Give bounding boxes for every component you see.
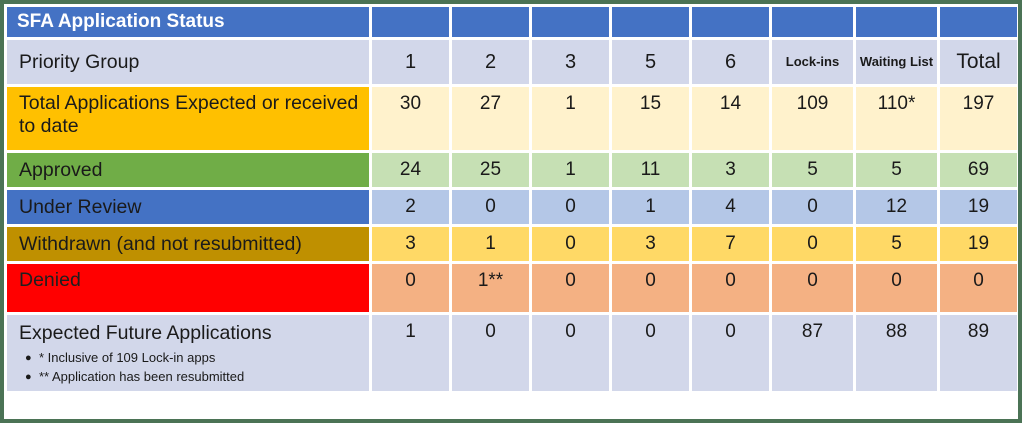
table-cell: 0	[532, 315, 609, 391]
column-header-1: 1	[372, 40, 449, 84]
table-cell: 0	[772, 227, 853, 261]
table-cell: 197	[940, 87, 1017, 150]
row-approved: Approved 24 25 1 11 3 5 5 69	[7, 153, 1017, 187]
column-header-2: 2	[452, 40, 529, 84]
table-cell: 89	[940, 315, 1017, 391]
footnote-text: * Inclusive of 109 Lock-in apps	[39, 350, 216, 365]
table-cell: 0	[452, 190, 529, 224]
table-cell: 14	[692, 87, 769, 150]
bullet-icon: ●	[25, 370, 32, 383]
footnote-lock-ins: ● * Inclusive of 109 Lock-in apps	[19, 349, 368, 368]
table-cell: 11	[612, 153, 689, 187]
sfa-application-status-table: SFA Application Status Priority Group 1 …	[4, 4, 1018, 394]
table-cell: 0	[452, 315, 529, 391]
header-spacer-cell	[940, 7, 1017, 37]
table-cell: 7	[692, 227, 769, 261]
table-cell: 0	[612, 315, 689, 391]
column-header-lock-ins: Lock-ins	[772, 40, 853, 84]
table-cell: 0	[612, 264, 689, 312]
row-label-denied: Denied	[7, 264, 369, 312]
header-spacer-cell	[372, 7, 449, 37]
table-cell: 0	[532, 190, 609, 224]
table-cell: 0	[692, 315, 769, 391]
footnotes: ● * Inclusive of 109 Lock-in apps ● ** A…	[19, 349, 368, 387]
table-cell: 0	[940, 264, 1017, 312]
header-spacer-cell	[772, 7, 853, 37]
table-cell: 0	[532, 264, 609, 312]
table-cell: 5	[856, 153, 937, 187]
table-cell: 1	[532, 87, 609, 150]
table-cell: 69	[940, 153, 1017, 187]
table-cell: 3	[612, 227, 689, 261]
table-title: SFA Application Status	[7, 7, 369, 37]
row-label-under-review: Under Review	[7, 190, 369, 224]
table-cell: 19	[940, 190, 1017, 224]
title-row: SFA Application Status	[7, 7, 1017, 37]
row-withdrawn: Withdrawn (and not resubmitted) 3 1 0 3 …	[7, 227, 1017, 261]
table-cell: 87	[772, 315, 853, 391]
table-cell: 5	[772, 153, 853, 187]
table-cell: 24	[372, 153, 449, 187]
table-cell: 30	[372, 87, 449, 150]
row-under-review: Under Review 2 0 0 1 4 0 12 19	[7, 190, 1017, 224]
header-spacer-cell	[692, 7, 769, 37]
table-cell: 1	[452, 227, 529, 261]
row-expected-future: Expected Future Applications ● * Inclusi…	[7, 315, 1017, 391]
column-header-row: Priority Group 1 2 3 5 6 Lock-ins Waitin…	[7, 40, 1017, 84]
footnote-resubmitted: ● ** Application has been resubmitted	[19, 368, 368, 387]
bullet-icon: ●	[25, 352, 32, 364]
table-cell: 1	[612, 190, 689, 224]
row-label-approved: Approved	[7, 153, 369, 187]
table-cell: 19	[940, 227, 1017, 261]
row-total-applications: Total Applications Expected or received …	[7, 87, 1017, 150]
table-cell: 4	[692, 190, 769, 224]
table-cell: 1	[372, 315, 449, 391]
table-cell: 2	[372, 190, 449, 224]
table-cell: 3	[372, 227, 449, 261]
column-header-waiting-list: Waiting List	[856, 40, 937, 84]
table-cell: 0	[532, 227, 609, 261]
footnote-text: ** Application has been resubmitted	[39, 368, 245, 384]
column-header-total: Total	[940, 40, 1017, 84]
table-cell: 27	[452, 87, 529, 150]
expected-future-label: Expected Future Applications	[19, 322, 272, 344]
row-denied: Denied 0 1** 0 0 0 0 0 0	[7, 264, 1017, 312]
column-header-3: 3	[532, 40, 609, 84]
table-cell: 0	[856, 264, 937, 312]
header-spacer-cell	[532, 7, 609, 37]
table-cell: 3	[692, 153, 769, 187]
table-cell: 1	[532, 153, 609, 187]
table-cell: 1**	[452, 264, 529, 312]
table-cell: 109	[772, 87, 853, 150]
table-cell: 15	[612, 87, 689, 150]
row-label-expected-future: Expected Future Applications ● * Inclusi…	[7, 315, 369, 391]
row-label-total-applications: Total Applications Expected or received …	[7, 87, 369, 150]
row-label-withdrawn: Withdrawn (and not resubmitted)	[7, 227, 369, 261]
header-spacer-cell	[452, 7, 529, 37]
table-cell: 25	[452, 153, 529, 187]
table-cell: 0	[772, 264, 853, 312]
column-header-6: 6	[692, 40, 769, 84]
table-cell: 0	[692, 264, 769, 312]
priority-group-label: Priority Group	[7, 40, 369, 84]
table-cell: 0	[772, 190, 853, 224]
table-cell: 88	[856, 315, 937, 391]
table-cell: 110*	[856, 87, 937, 150]
table-cell: 0	[372, 264, 449, 312]
header-spacer-cell	[612, 7, 689, 37]
header-spacer-cell	[856, 7, 937, 37]
table-cell: 5	[856, 227, 937, 261]
column-header-5: 5	[612, 40, 689, 84]
table-cell: 12	[856, 190, 937, 224]
